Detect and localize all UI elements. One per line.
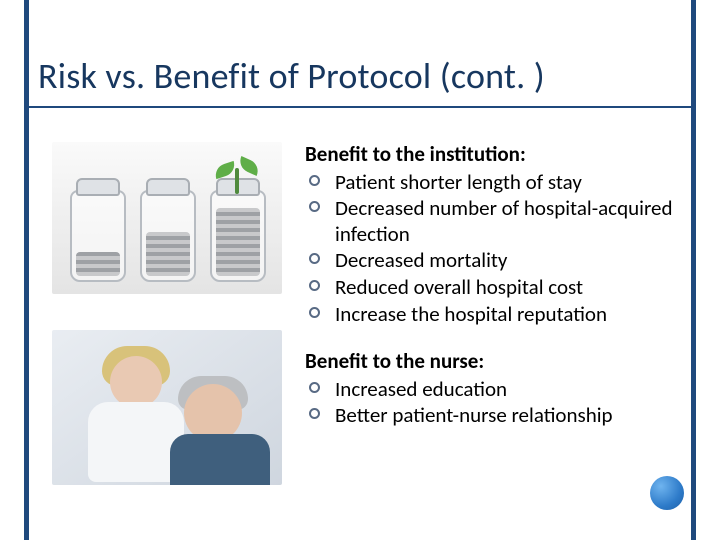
list-item: Better patient-nurse relationship	[305, 403, 680, 429]
jar-icon	[140, 190, 196, 282]
person-icon	[170, 434, 270, 485]
sprout-icon	[235, 168, 239, 194]
list-item-label: Patient shorter length of stay	[335, 169, 582, 195]
list-item: Reduced overall hospital cost	[305, 275, 680, 301]
list-item-label: Increase the hospital reputation	[335, 301, 607, 327]
bullet-icon	[309, 408, 320, 419]
slide-title: Risk vs. Benefit of Protocol (cont. )	[38, 54, 545, 98]
institution-benefits-list: Patient shorter length of stay Decreased…	[305, 170, 680, 328]
decorative-corner-dot-icon	[650, 476, 684, 510]
leaf-icon	[237, 156, 262, 176]
list-item: Decreased number of hospital-acquired in…	[305, 196, 680, 247]
bullet-icon	[309, 201, 320, 212]
list-item-label: Increased education	[335, 376, 507, 402]
jar-icon	[70, 190, 126, 282]
savings-jars-illustration	[52, 142, 282, 294]
section-heading-nurse: Benefit to the nurse:	[305, 349, 680, 375]
list-item: Decreased mortality	[305, 248, 680, 274]
nurse-benefits-list: Increased education Better patient-nurse…	[305, 377, 680, 429]
bullet-icon	[309, 280, 320, 291]
list-item: Patient shorter length of stay	[305, 170, 680, 196]
nurse-patient-photo	[52, 330, 282, 485]
person-icon	[110, 356, 162, 408]
leaf-icon	[213, 161, 238, 179]
bullet-icon	[309, 175, 320, 186]
list-item-label: Reduced overall hospital cost	[335, 274, 583, 300]
list-item-label: Decreased number of hospital-acquired in…	[335, 195, 672, 247]
left-border	[24, 0, 29, 540]
bullet-icon	[309, 253, 320, 264]
jar-icon	[210, 190, 266, 282]
bullet-icon	[309, 307, 320, 318]
content-area: Benefit to the institution: Patient shor…	[305, 142, 680, 430]
list-item-label: Better patient-nurse relationship	[335, 402, 613, 428]
list-item: Increase the hospital reputation	[305, 302, 680, 328]
title-underline	[29, 106, 691, 108]
right-border	[691, 0, 696, 540]
bullet-icon	[309, 382, 320, 393]
section-heading-institution: Benefit to the institution:	[305, 142, 680, 168]
list-item-label: Decreased mortality	[335, 247, 507, 273]
slide: Risk vs. Benefit of Protocol (cont. ) Be…	[0, 0, 720, 540]
list-item: Increased education	[305, 377, 680, 403]
